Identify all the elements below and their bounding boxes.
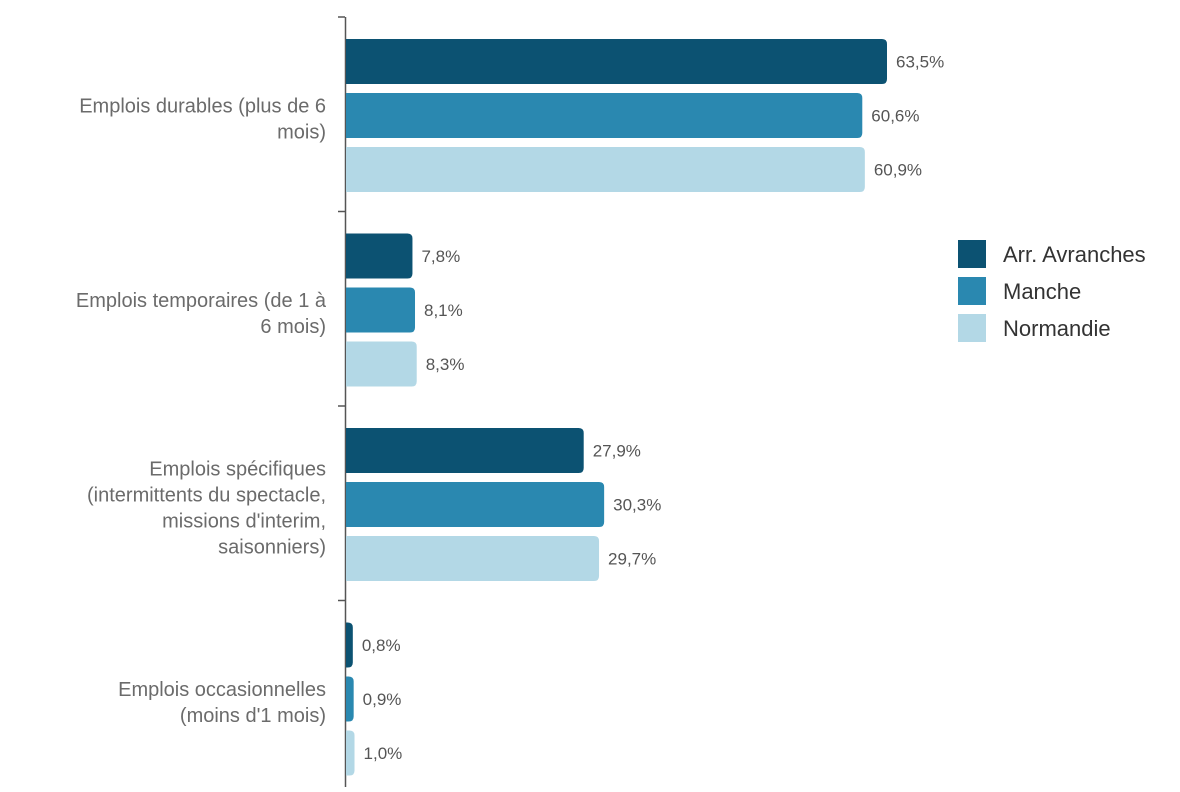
bar bbox=[346, 536, 600, 581]
data-label: 27,9% bbox=[593, 442, 641, 461]
data-label: 8,3% bbox=[426, 355, 465, 374]
legend-label: Arr. Avranches bbox=[1003, 242, 1146, 267]
bar bbox=[346, 676, 354, 722]
bar bbox=[346, 730, 355, 776]
data-label: 30,3% bbox=[613, 496, 661, 515]
category-label: Emplois durables (plus de 6 bbox=[79, 95, 326, 117]
bar bbox=[346, 622, 353, 668]
category-label: (moins d'1 mois) bbox=[180, 705, 326, 727]
bar bbox=[346, 428, 584, 473]
data-label: 60,6% bbox=[871, 107, 919, 126]
category-label: Emplois temporaires (de 1 à bbox=[76, 290, 327, 312]
data-label: 63,5% bbox=[896, 53, 944, 72]
labels-group: Emplois durables (plus de 6 mois) Emplois … bbox=[76, 53, 944, 764]
bars-group bbox=[346, 39, 887, 776]
data-label: 0,9% bbox=[363, 690, 402, 709]
data-label: 1,0% bbox=[364, 744, 403, 763]
legend-swatch bbox=[958, 314, 986, 342]
legend: Arr. Avranches Manche Normandie bbox=[958, 240, 1146, 342]
category-label: (intermittents du spectacle, bbox=[87, 484, 326, 506]
category-label: mois) bbox=[277, 121, 326, 143]
category-label: Emplois spécifiques bbox=[149, 458, 326, 480]
legend-label: Manche bbox=[1003, 279, 1081, 304]
bar bbox=[346, 233, 413, 279]
category-label: missions d'interim, bbox=[162, 510, 326, 532]
data-label: 29,7% bbox=[608, 550, 656, 569]
axis-group bbox=[338, 16, 347, 788]
data-label: 0,8% bbox=[362, 636, 401, 655]
bar bbox=[346, 39, 887, 84]
category-label: 6 mois) bbox=[260, 316, 326, 338]
bar bbox=[346, 341, 417, 387]
bar bbox=[346, 287, 416, 333]
category-label: saisonniers) bbox=[218, 536, 326, 558]
legend-label: Normandie bbox=[1003, 316, 1111, 341]
data-label: 8,1% bbox=[424, 301, 463, 320]
data-label: 60,9% bbox=[874, 161, 922, 180]
bar bbox=[346, 482, 605, 527]
legend-swatch bbox=[958, 277, 986, 305]
bar bbox=[346, 147, 865, 192]
bar bbox=[346, 93, 863, 138]
category-label: Emplois occasionnelles bbox=[118, 679, 326, 701]
data-label: 7,8% bbox=[421, 247, 460, 266]
legend-swatch bbox=[958, 240, 986, 268]
